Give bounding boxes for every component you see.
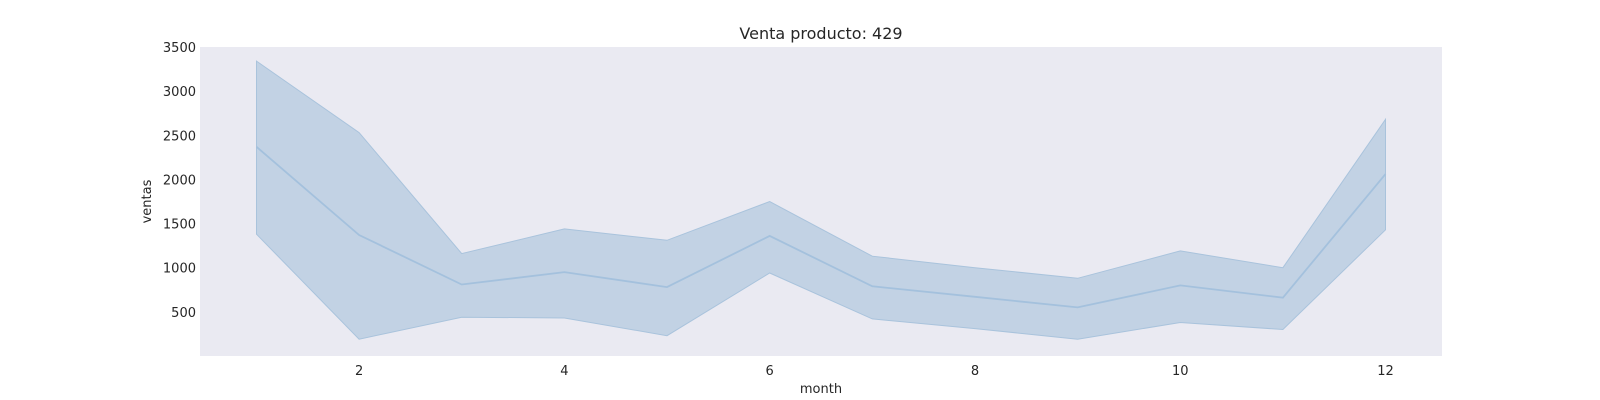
x-tick-label: 10 [1172, 364, 1189, 379]
confidence-band-layer [256, 60, 1386, 340]
x-tick-label: 2 [355, 364, 363, 379]
y-tick-label: 1500 [163, 218, 196, 233]
x-tick-label: 6 [766, 364, 774, 379]
x-axis-ticks: 2 4 6 8 10 12 [355, 364, 1394, 379]
y-tick-label: 500 [171, 306, 196, 321]
series-line-layer [255, 146, 1387, 309]
y-tick-label: 2500 [163, 129, 196, 144]
y-tick-label: 1000 [163, 262, 196, 277]
y-axis-label: ventas [140, 179, 155, 223]
y-tick-label: 3000 [163, 85, 196, 100]
x-axis-label: month [800, 382, 842, 397]
chart-title: Venta producto: 429 [739, 24, 902, 43]
y-axis-ticks: 500 1000 1500 2000 2500 3000 3500 [163, 41, 196, 321]
confidence-band [256, 60, 1386, 340]
series-line [255, 146, 1387, 309]
y-tick-label: 3500 [163, 41, 196, 56]
x-tick-label: 8 [971, 364, 979, 379]
x-tick-label: 12 [1377, 364, 1394, 379]
x-tick-label: 4 [560, 364, 568, 379]
y-tick-label: 2000 [163, 173, 196, 188]
